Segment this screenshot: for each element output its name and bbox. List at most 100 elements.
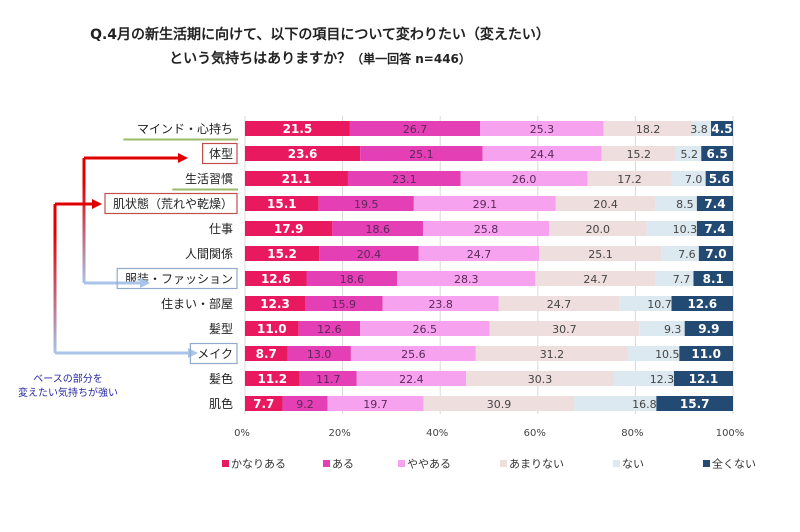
data-label: 6.5 [707, 147, 728, 161]
bar-segment [555, 196, 656, 211]
bar-segment [245, 246, 320, 261]
x-tick-label: 40% [426, 428, 448, 439]
bar-segment [245, 221, 333, 236]
data-label: 26.0 [512, 173, 537, 186]
category-label: 人間関係 [185, 247, 233, 261]
data-label: 8.1 [703, 272, 724, 286]
bar-segment [245, 271, 307, 286]
bar-segment [460, 171, 588, 186]
bar-segment [655, 196, 697, 211]
data-label: 12.6 [261, 272, 291, 286]
bar-segment [360, 321, 490, 336]
bar-segment [679, 346, 733, 361]
data-label: 17.9 [274, 222, 304, 236]
data-label: 10.7 [647, 298, 672, 311]
data-label: 23.8 [428, 298, 453, 311]
category-label: 髪型 [209, 322, 233, 336]
data-label: 11.0 [257, 322, 287, 336]
arrow-head-to-fashion [140, 278, 150, 288]
bar-segment [245, 371, 300, 386]
data-label: 7.0 [705, 247, 726, 261]
data-label: 30.3 [528, 373, 553, 386]
data-label: 5.6 [709, 172, 730, 186]
highlight-box [202, 142, 238, 165]
category-label: 肌状態（荒れや乾燥） [113, 196, 233, 211]
bar-segment [692, 121, 712, 136]
annotation-line1: ベースの部分を [33, 372, 103, 385]
legend-swatch [398, 460, 405, 467]
bar-segment [701, 146, 733, 161]
bar-segment [305, 296, 383, 311]
bar-segment [539, 246, 662, 261]
data-label: 10.3 [673, 223, 698, 236]
data-label: 9.9 [698, 322, 719, 336]
data-label: 12.3 [650, 373, 675, 386]
arrow-head-to-skin [92, 199, 102, 209]
data-label: 7.7 [673, 273, 691, 286]
data-label: 12.1 [689, 372, 719, 386]
x-tick-label: 60% [524, 428, 546, 439]
legend-swatch [613, 460, 620, 467]
bar-segment [332, 221, 424, 236]
bar-segment [245, 396, 283, 411]
data-label: 7.6 [678, 248, 696, 261]
bar-segment [245, 196, 319, 211]
data-label: 19.5 [354, 198, 379, 211]
data-label: 7.7 [253, 397, 274, 411]
bar-segment [656, 396, 733, 411]
bar-segment [245, 146, 361, 161]
bar-segment [684, 321, 733, 336]
chart-title-question: という気持ちはありますか？ [169, 50, 351, 67]
data-label: 20.4 [593, 198, 618, 211]
bar-segment [603, 121, 693, 136]
data-label: 24.7 [583, 273, 608, 286]
data-label: 13.0 [307, 348, 332, 361]
data-label: 24.7 [547, 298, 572, 311]
bar-segment [475, 346, 629, 361]
category-label: 肌色 [209, 397, 233, 411]
x-tick-label: 100% [716, 428, 745, 439]
bar-segment [489, 321, 640, 336]
data-label: 18.2 [636, 123, 661, 136]
bar-segment [349, 121, 481, 136]
data-label: 30.9 [487, 398, 512, 411]
data-label: 15.2 [267, 247, 297, 261]
x-tick-label: 0% [234, 428, 250, 439]
bar-segment [675, 146, 702, 161]
bar-segment [480, 121, 604, 136]
data-label: 24.7 [467, 248, 492, 261]
data-label: 12.6 [687, 297, 717, 311]
legend-label: ある [332, 458, 354, 471]
data-label: 24.4 [530, 148, 555, 161]
bar-segment [655, 271, 694, 286]
data-label: 17.2 [617, 173, 642, 186]
arrow-line-skin [53, 202, 190, 355]
annotation-line2: 変えたい気持ちが強い [18, 386, 118, 399]
bar-segment [696, 196, 733, 211]
bar-segment [287, 346, 351, 361]
bar-segment [601, 146, 676, 161]
bar-segment [711, 121, 733, 136]
data-label: 26.5 [413, 323, 438, 336]
data-label: 21.1 [282, 172, 312, 186]
chart-title-note: （単一回答 n=446） [351, 51, 471, 66]
data-label: 16.8 [632, 398, 657, 411]
data-label: 26.7 [403, 123, 428, 136]
category-label: 髪色 [209, 372, 233, 386]
legend-label: 全くない [712, 457, 756, 471]
data-label: 20.0 [586, 223, 611, 236]
data-label: 7.0 [685, 173, 703, 186]
data-label: 3.8 [690, 123, 708, 136]
category-label: メイク [197, 347, 233, 361]
bar-segment [299, 371, 357, 386]
data-label: 11.7 [316, 373, 341, 386]
bar-segment [397, 271, 536, 286]
data-label: 15.1 [267, 197, 297, 211]
bar-segment [423, 396, 575, 411]
category-label: 服装・ファッション [125, 272, 233, 286]
bar-segment [245, 346, 288, 361]
bar-segment [327, 396, 424, 411]
category-label: 住まい・部屋 [161, 296, 233, 311]
bar-segment [245, 171, 348, 186]
